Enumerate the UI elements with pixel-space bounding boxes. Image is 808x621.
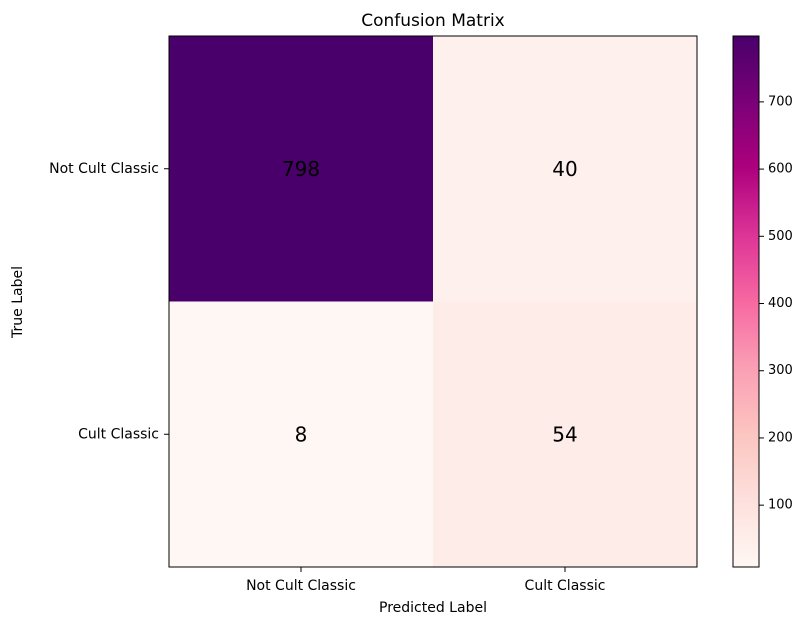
y-axis-label: True Label bbox=[10, 266, 26, 339]
colorbar-tick-label: 300 bbox=[768, 363, 793, 378]
colorbar-frame bbox=[732, 35, 760, 568]
x-tick-label: Not Cult Classic bbox=[246, 578, 356, 594]
y-tick-label: Not Cult Classic bbox=[49, 161, 159, 177]
colorbar-tick-label: 500 bbox=[768, 229, 793, 244]
colorbar-tick-label: 100 bbox=[768, 498, 793, 513]
colorbar-tick-label: 600 bbox=[768, 162, 793, 177]
x-tick-label: Cult Classic bbox=[525, 578, 606, 594]
heatmap-cell bbox=[169, 36, 433, 302]
colorbar-gradient bbox=[733, 36, 759, 567]
y-axis-ticks: Not Cult Classic Cult Classic bbox=[49, 161, 169, 442]
x-axis-ticks: Not Cult Classic Cult Classic bbox=[246, 567, 605, 594]
heatmap-cells: 798 40 8 54 bbox=[169, 36, 697, 567]
colorbar: 100 200 300 400 500 600 700 bbox=[732, 35, 793, 568]
cell-value-label: 54 bbox=[552, 422, 577, 446]
plot-frame bbox=[168, 35, 698, 568]
heatmap-cell bbox=[433, 301, 697, 567]
cell-value-label: 40 bbox=[552, 157, 577, 181]
cell-value-label: 798 bbox=[282, 157, 320, 181]
chart-title: Confusion Matrix bbox=[361, 11, 505, 31]
heatmap-cell bbox=[433, 36, 697, 302]
y-tick-label: Cult Classic bbox=[78, 426, 159, 442]
colorbar-ticks: 100 200 300 400 500 600 700 bbox=[759, 94, 793, 513]
x-axis-label: Predicted Label bbox=[379, 600, 487, 616]
colorbar-tick-label: 200 bbox=[768, 430, 793, 445]
cell-value-label: 8 bbox=[295, 422, 308, 446]
colorbar-tick-label: 400 bbox=[768, 296, 793, 311]
colorbar-tick-label: 700 bbox=[768, 94, 793, 109]
heatmap-cell bbox=[169, 301, 433, 567]
